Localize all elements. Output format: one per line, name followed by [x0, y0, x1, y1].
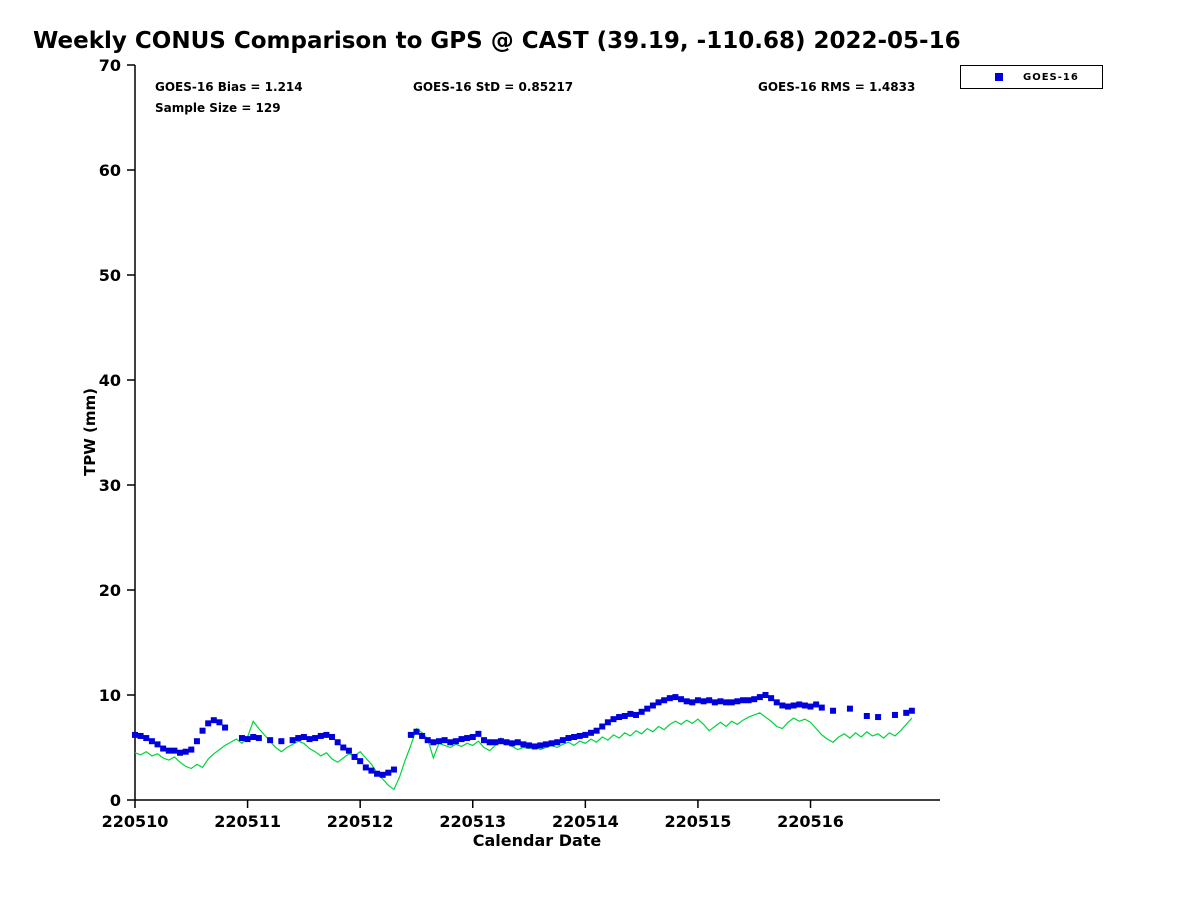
svg-text:50: 50 [99, 266, 121, 285]
stat-bias: GOES-16 Bias = 1.214 [155, 80, 303, 94]
svg-text:30: 30 [99, 476, 121, 495]
svg-text:220516: 220516 [777, 812, 844, 831]
chart-title: Weekly CONUS Comparison to GPS @ CAST (3… [33, 28, 961, 54]
svg-text:220511: 220511 [214, 812, 281, 831]
legend-marker-square-icon [995, 73, 1003, 81]
svg-text:10: 10 [99, 686, 121, 705]
svg-text:220512: 220512 [327, 812, 394, 831]
svg-text:220515: 220515 [665, 812, 732, 831]
svg-text:40: 40 [99, 371, 121, 390]
stat-std: GOES-16 StD = 0.85217 [413, 80, 574, 94]
stat-rms: GOES-16 RMS = 1.4833 [758, 80, 916, 94]
svg-text:20: 20 [99, 581, 121, 600]
x-axis-label: Calendar Date [472, 831, 602, 850]
svg-text:220510: 220510 [102, 812, 169, 831]
stat-sample-size: Sample Size = 129 [155, 101, 281, 115]
svg-text:220514: 220514 [552, 812, 619, 831]
svg-text:70: 70 [99, 56, 121, 75]
svg-text:60: 60 [99, 161, 121, 180]
svg-text:0: 0 [110, 791, 121, 810]
svg-text:220513: 220513 [439, 812, 506, 831]
legend-box: GOES-16 [960, 65, 1103, 89]
legend-label-goes16: GOES-16 [1023, 71, 1079, 83]
